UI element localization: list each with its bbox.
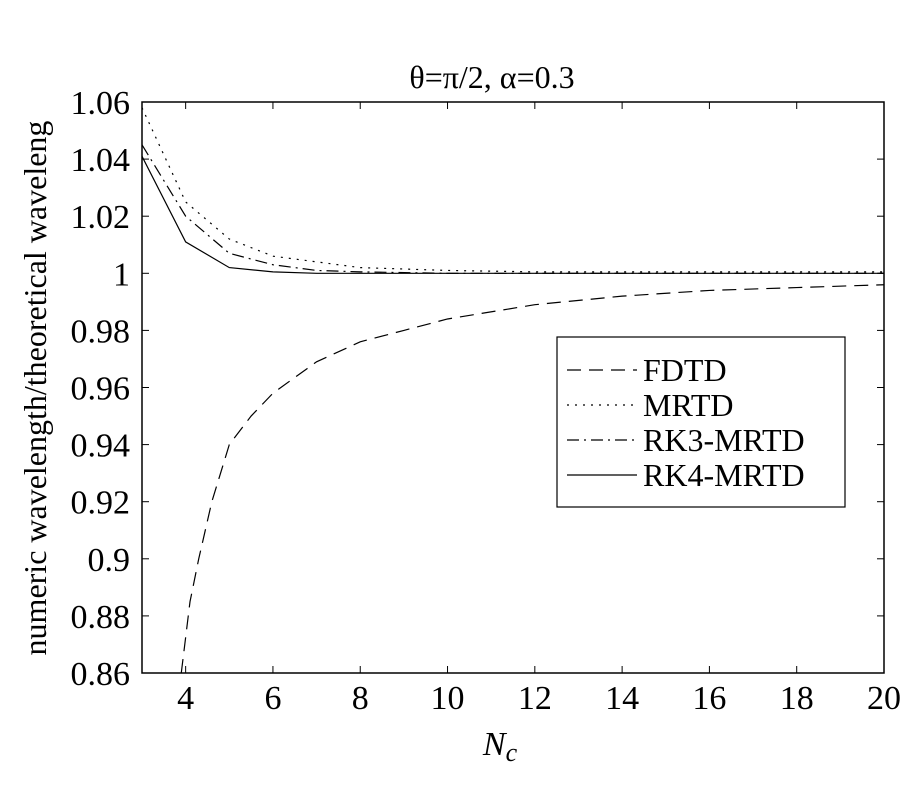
x-tick-label: 20 (867, 680, 900, 717)
series-line-mrtd (142, 107, 884, 273)
legend-label-mrtd: MRTD (643, 387, 734, 423)
x-tick-label: 18 (780, 680, 814, 717)
series-line-rk4-mrtd (142, 155, 884, 274)
x-tick-label: 10 (431, 680, 465, 717)
y-tick-label: 0.96 (71, 371, 131, 408)
y-tick-label: 0.88 (71, 599, 131, 636)
x-tick-label: 6 (264, 680, 281, 717)
y-tick-label: 1 (113, 256, 130, 293)
x-tick-label: 16 (692, 680, 726, 717)
legend-label-rk4-mrtd: RK4-MRTD (643, 457, 805, 493)
y-tick-label: 0.92 (71, 485, 131, 522)
plot-frame (141, 101, 885, 674)
y-tick-label: 1.06 (71, 85, 131, 122)
x-axis-label: Nc (482, 726, 518, 767)
legend-label-rk3-mrtd: RK3-MRTD (643, 422, 805, 458)
series-line-fdtd (180, 284, 884, 673)
y-tick-label: 0.94 (71, 428, 131, 465)
y-tick-label: 0.86 (71, 656, 131, 693)
x-tick-label: 12 (518, 680, 552, 717)
legend-box (556, 336, 846, 508)
legend-label-fdtd: FDTD (643, 352, 727, 388)
x-axis-label-main: N (482, 726, 508, 763)
x-tick-label: 8 (352, 680, 369, 717)
y-axis-label: numeric wavelength/theoretical waveleng (17, 121, 53, 656)
y-tick-label: 0.9 (88, 542, 131, 579)
x-axis-label-sub: c (506, 738, 518, 767)
chart-title: θ=π/2, α=0.3 (409, 59, 574, 95)
x-tick-label: 4 (177, 680, 194, 717)
y-tick-label: 0.98 (71, 313, 131, 350)
y-tick-label: 1.04 (71, 142, 131, 179)
series-line-rk3-mrtd (142, 144, 884, 274)
y-tick-label: 1.02 (71, 199, 131, 236)
x-tick-label: 14 (605, 680, 639, 717)
